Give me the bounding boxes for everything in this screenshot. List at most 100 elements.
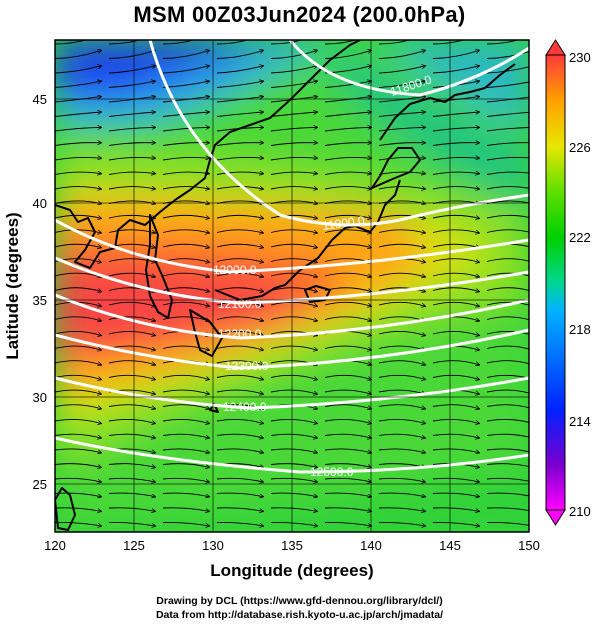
wind-arrow [108, 316, 155, 321]
wind-arrow [216, 112, 263, 117]
wind-arrow [216, 229, 263, 233]
wind-arrow [324, 214, 371, 218]
wind-arrow [486, 477, 529, 482]
wind-arrow [270, 40, 304, 45]
wind-arrow [324, 521, 371, 526]
wind-arrow [216, 389, 263, 394]
wind-arrow [216, 50, 263, 59]
wind-arrow [432, 272, 479, 277]
wind-arrow [486, 301, 529, 306]
wind-arrow [378, 492, 425, 497]
wind-arrow [378, 331, 425, 335]
wind-arrow [216, 157, 263, 161]
wind-arrow [162, 507, 209, 512]
wind-arrow [486, 287, 529, 292]
wind-arrow [270, 157, 317, 161]
wind-arrow [270, 81, 317, 88]
wind-arrow [270, 214, 317, 218]
wind-arrow [378, 345, 425, 350]
wind-arrow [486, 66, 529, 74]
wind-arrow [486, 229, 529, 233]
wind-arrow [324, 433, 371, 438]
wind-arrow [162, 374, 209, 379]
wind-arrow [108, 360, 155, 365]
wind-arrow [108, 258, 155, 263]
wind-arrow [108, 229, 155, 233]
wind-arrow [324, 316, 371, 321]
wind-arrow [378, 418, 425, 423]
contour-label-12400: 12400.0 [223, 400, 267, 414]
wind-arrow [486, 418, 529, 423]
wind-arrow [162, 448, 209, 453]
wind-arrow [324, 112, 371, 117]
wind-arrow [324, 97, 371, 103]
grid-lines [55, 40, 529, 532]
wind-arrow [378, 157, 425, 161]
wind-arrow [162, 418, 209, 423]
wind-arrow [108, 331, 155, 335]
wind-arrow [486, 258, 529, 263]
wind-arrow [486, 507, 529, 512]
colorbar-bottom-cap [545, 509, 566, 526]
wind-arrow [216, 507, 263, 512]
wind-arrow [378, 477, 425, 482]
wind-arrow [162, 143, 209, 146]
wind-arrow [216, 521, 263, 526]
wind-arrow [162, 521, 209, 526]
wind-arrow [162, 301, 209, 306]
wind-arrow [432, 97, 479, 103]
wind-arrow [432, 521, 479, 526]
wind-arrow [216, 433, 263, 438]
wind-arrow [432, 127, 479, 132]
x-tick-130: 130 [202, 538, 224, 553]
wind-arrow [486, 404, 529, 409]
wind-arrow [55, 331, 101, 335]
wind-arrow [55, 463, 101, 468]
wind-arrow [108, 81, 155, 88]
wind-arrow [486, 96, 529, 103]
wind-arrow [486, 50, 529, 59]
contour-12000 [55, 218, 529, 274]
wind-arrow [486, 186, 529, 190]
wind-arrow [432, 448, 479, 453]
wind-arrow [55, 97, 101, 103]
y-tick-40: 40 [33, 196, 47, 211]
wind-arrow [55, 40, 88, 45]
wind-arrow [270, 287, 317, 292]
wind-arrow [55, 81, 101, 88]
wind-arrow [270, 243, 317, 247]
wind-arrow [55, 477, 101, 482]
wind-arrow [378, 66, 425, 74]
wind-arrow [432, 187, 479, 189]
contour-label-12000: 12000.0 [213, 263, 257, 277]
wind-arrow [55, 66, 101, 74]
wind-arrow [486, 214, 529, 218]
wind-arrow [108, 157, 155, 161]
wind-arrow [216, 492, 263, 497]
wind-arrow [108, 521, 155, 526]
wind-arrow [108, 433, 155, 438]
x-tick-150: 150 [518, 538, 540, 553]
y-axis: 25 30 35 40 45 Latitude (degrees) [3, 92, 47, 492]
wind-arrow [432, 374, 479, 379]
wind-arrow [486, 127, 529, 132]
wind-arrow [108, 418, 155, 423]
colorbar-tick-210: 210 [569, 504, 591, 519]
wind-arrow [432, 492, 479, 497]
wind-arrow [432, 243, 479, 247]
contour-label-12100: 12100.0 [218, 297, 262, 311]
wind-arrow [324, 50, 371, 59]
wind-arrow [55, 448, 101, 453]
wind-arrow [270, 389, 317, 394]
colorbar-tick-226: 226 [569, 140, 591, 155]
contour-label-12500: 12500.0 [310, 465, 354, 479]
wind-arrow [432, 40, 466, 45]
x-tick-140: 140 [360, 538, 382, 553]
wind-arrow [378, 448, 425, 453]
wind-arrow [432, 418, 479, 423]
wind-arrow [432, 433, 479, 438]
wind-arrow [55, 50, 101, 59]
wind-arrow [432, 477, 479, 482]
wind-arrow [270, 301, 317, 306]
wind-arrow [216, 143, 263, 146]
